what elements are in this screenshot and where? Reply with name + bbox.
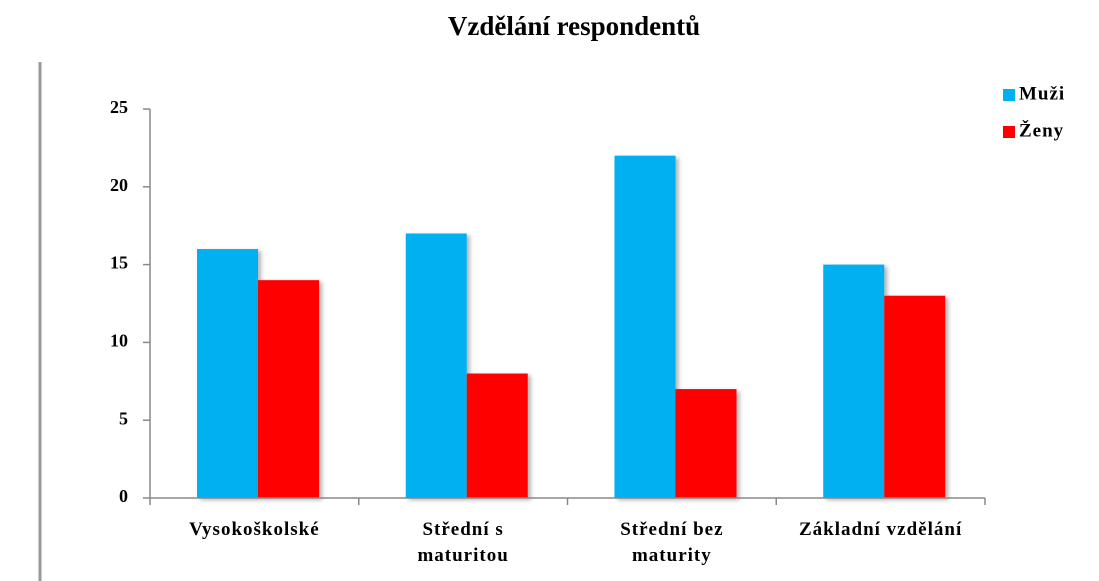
bar — [614, 155, 676, 498]
y-tick-label: 10 — [110, 331, 128, 351]
legend-swatch — [1003, 126, 1015, 138]
bar — [823, 264, 885, 498]
y-tick-label: 15 — [110, 253, 128, 273]
bar — [405, 233, 467, 499]
bar — [884, 295, 946, 498]
y-tick-label: 20 — [110, 175, 128, 195]
x-tick-label: Střední bez maturity — [620, 519, 724, 566]
x-tick-label: Střední s maturitou — [417, 519, 509, 566]
bar — [675, 389, 737, 498]
legend-swatch — [1003, 89, 1015, 101]
bar — [197, 249, 258, 498]
chart-title: Vzdělání respondentů — [448, 11, 700, 41]
y-tick-label: 0 — [119, 486, 128, 506]
y-tick-label: 5 — [119, 408, 128, 428]
bar — [466, 373, 528, 498]
x-tick-label: Základní vzdělání — [799, 519, 963, 540]
y-tick-label: 25 — [110, 97, 128, 117]
bar — [258, 280, 319, 498]
x-tick-label: Vysokoškolské — [189, 519, 320, 540]
legend-label: Ženy — [1019, 119, 1064, 141]
legend-label: Muži — [1019, 83, 1065, 104]
